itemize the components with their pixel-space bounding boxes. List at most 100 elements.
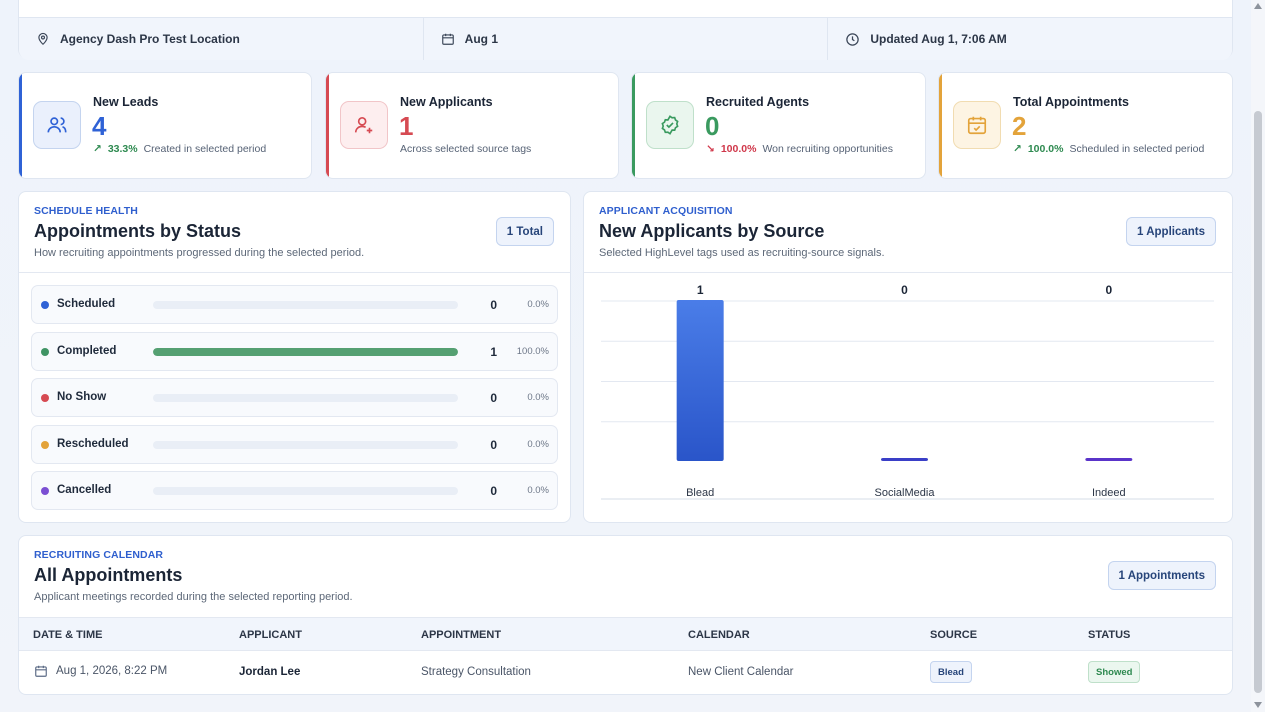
meta-date: Aug 1	[424, 18, 829, 60]
column-header-applicant[interactable]: APPLICANT	[239, 629, 302, 641]
chart-value-label: 0	[901, 283, 908, 297]
column-header-appointment[interactable]: APPOINTMENT	[421, 629, 502, 641]
kpi-subtext: Scheduled in selected period	[1069, 143, 1205, 155]
appointments-panel: RECRUITING CALENDAR All Appointments App…	[18, 535, 1233, 695]
panel-description: Selected HighLevel tags used as recruiti…	[599, 247, 885, 259]
status-progress-track	[153, 301, 458, 309]
status-row-rescheduled: Rescheduled 0 0.0%	[31, 425, 558, 464]
kpi-label: Recruited Agents	[706, 95, 810, 109]
column-header-calendar[interactable]: CALENDAR	[688, 629, 750, 641]
panel-eyebrow: SCHEDULE HEALTH	[34, 205, 138, 217]
appointments-pill-button[interactable]: 1 Appointments	[1107, 561, 1216, 590]
status-progress-track	[153, 487, 458, 495]
kpi-subtext: Created in selected period	[143, 143, 267, 155]
kpi-accent-bar	[326, 73, 329, 178]
calendar-icon	[441, 33, 454, 45]
status-progress-track	[153, 394, 458, 402]
kpi-sub: Across selected source tags	[400, 143, 531, 155]
status-count: 0	[490, 391, 497, 405]
chart-category-label: SocialMedia	[875, 487, 936, 499]
status-name: Completed	[57, 345, 117, 357]
chart-value-label: 1	[697, 283, 704, 297]
panel-divider	[19, 272, 570, 273]
status-panel: SCHEDULE HEALTH Appointments by Status H…	[18, 191, 571, 523]
users-icon	[33, 101, 81, 149]
status-count: 0	[490, 438, 497, 452]
clock-icon	[846, 32, 860, 46]
scroll-up-arrow-icon[interactable]	[1254, 3, 1262, 9]
panel-description: How recruiting appointments progressed d…	[34, 247, 365, 259]
status-progress-fill	[153, 348, 458, 356]
meta-bar: Agency Dash Pro Test Location Aug 1 Upda…	[19, 17, 1232, 60]
kpi-value: 4	[92, 111, 107, 141]
cell-appointment: Strategy Consultation	[421, 666, 531, 678]
status-dot	[41, 348, 49, 356]
updated-text: Updated Aug 1, 7:06 AM	[870, 32, 1007, 46]
calendar-icon	[35, 665, 47, 677]
column-header-status[interactable]: STATUS	[1088, 629, 1131, 641]
column-header-source[interactable]: SOURCE	[930, 629, 978, 641]
panel-title: Appointments by Status	[34, 221, 242, 241]
source-badge: Blead	[930, 661, 972, 683]
total-pill-button[interactable]: 1 Total	[495, 217, 554, 246]
panel-eyebrow: APPLICANT ACQUISITION	[599, 205, 733, 217]
table-header: DATE & TIME APPLICANT APPOINTMENT CALEND…	[19, 617, 1232, 651]
kpi-label: Total Appointments	[1013, 95, 1129, 109]
kpi-subtext: Across selected source tags	[400, 143, 532, 155]
panel-eyebrow: RECRUITING CALENDAR	[34, 549, 164, 561]
status-percent: 0.0%	[527, 392, 549, 403]
chart-value-label: 0	[1105, 283, 1112, 297]
status-name: Cancelled	[57, 484, 112, 496]
status-row-completed: Completed 1 100.0%	[31, 332, 558, 371]
cell-applicant[interactable]: Jordan Lee	[239, 666, 301, 678]
kpi-new-applicants: New Applicants 1 Across selected source …	[325, 72, 619, 179]
chart-category-label: Blead	[686, 487, 714, 499]
status-progress-track	[153, 348, 458, 356]
status-progress-track	[153, 441, 458, 449]
status-dot	[41, 394, 49, 402]
header-card: Agency Dash Pro Test Location Aug 1 Upda…	[18, 0, 1233, 60]
source-bar-chart: 1 Blead 0 SocialMedia 0 Indeed	[601, 283, 1214, 500]
panel-description: Applicant meetings recorded during the s…	[34, 591, 353, 603]
kpi-total-appointments: Total Appointments 2 ↗ 100.0% Scheduled in…	[938, 72, 1233, 179]
source-panel: APPLICANT ACQUISITION New Applicants by …	[583, 191, 1233, 523]
kpi-trend: 100.0%	[1027, 143, 1064, 155]
cell-datetime: Aug 1, 2026, 8:22 PM	[56, 665, 168, 677]
status-count: 0	[490, 484, 497, 498]
vertical-scrollbar[interactable]	[1251, 0, 1265, 712]
status-percent: 0.0%	[527, 299, 549, 310]
status-percent: 100.0%	[516, 346, 549, 357]
panel-divider	[584, 272, 1232, 273]
status-percent: 0.0%	[527, 439, 549, 450]
chart-bar-socialmedia[interactable]	[881, 458, 928, 461]
kpi-accent-bar	[939, 73, 942, 178]
status-dot	[41, 441, 49, 449]
kpi-trend: 33.3%	[107, 143, 138, 155]
kpi-value: 2	[1012, 111, 1027, 141]
column-header-datetime[interactable]: DATE & TIME	[33, 629, 103, 641]
verified-badge-icon	[646, 101, 694, 149]
map-pin-icon	[38, 32, 48, 46]
status-dot	[41, 487, 49, 495]
status-row-scheduled: Scheduled 0 0.0%	[31, 285, 558, 324]
chart-bar-blead[interactable]	[676, 300, 724, 461]
panel-title: All Appointments	[34, 565, 183, 585]
kpi-accent-bar	[19, 73, 22, 178]
kpi-new-leads: New Leads 4 ↗ 33.3% Created in selected pe…	[18, 72, 312, 179]
applicants-pill-button[interactable]: 1 Applicants	[1126, 217, 1216, 246]
scroll-thumb[interactable]	[1254, 111, 1262, 693]
status-row-cancelled: Cancelled 0 0.0%	[31, 471, 558, 510]
kpi-recruited-agents: Recruited Agents 0 ↘ 100.0% Won recruiting…	[631, 72, 926, 179]
scroll-down-arrow-icon[interactable]	[1254, 702, 1262, 708]
kpi-label: New Leads	[93, 95, 159, 109]
trend-up-icon: ↗	[93, 143, 102, 155]
kpi-sub: ↗ 100.0% Scheduled in selected period	[1013, 143, 1204, 155]
kpi-value: 0	[705, 111, 720, 141]
kpi-accent-bar	[632, 73, 635, 178]
date-text: Aug 1	[464, 32, 499, 46]
status-count: 1	[490, 345, 497, 359]
status-count: 0	[490, 298, 497, 312]
status-name: Rescheduled	[57, 438, 129, 450]
chart-bar-indeed[interactable]	[1085, 458, 1133, 461]
kpi-subtext: Won recruiting opportunities	[762, 143, 893, 155]
